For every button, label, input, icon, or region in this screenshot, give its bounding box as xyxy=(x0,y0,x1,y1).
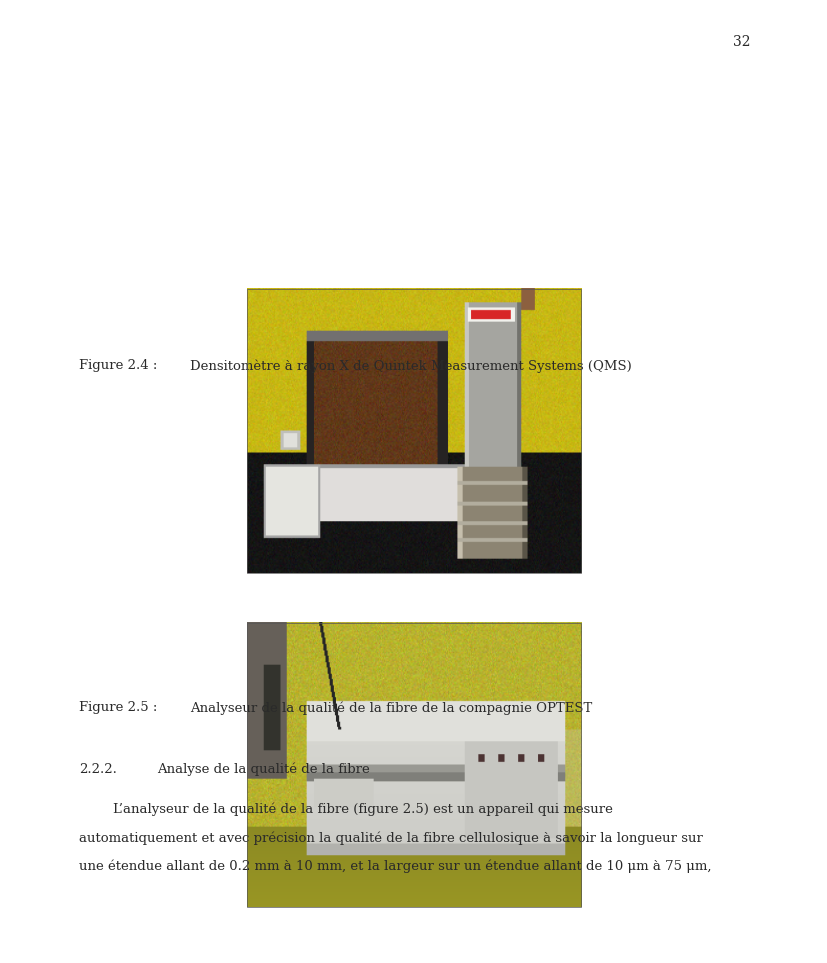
Text: 2.2.2.: 2.2.2. xyxy=(79,763,117,775)
Text: une étendue allant de 0.2 mm à 10 mm, et la largeur sur un étendue allant de 10 : une étendue allant de 0.2 mm à 10 mm, et… xyxy=(79,860,710,873)
Text: Densitomètre à rayon X de Quintek Measurement Systems (QMS): Densitomètre à rayon X de Quintek Measur… xyxy=(190,359,632,373)
Text: Figure 2.5 :: Figure 2.5 : xyxy=(79,701,157,714)
Text: Analyse de la qualité de la fibre: Analyse de la qualité de la fibre xyxy=(157,763,370,776)
Bar xyxy=(246,289,581,573)
Text: Figure 2.4 :: Figure 2.4 : xyxy=(79,359,157,372)
Text: 32: 32 xyxy=(732,35,749,49)
Bar xyxy=(246,623,581,907)
Text: L’analyseur de la qualité de la fibre (figure 2.5) est un appareil qui mesure: L’analyseur de la qualité de la fibre (f… xyxy=(79,802,612,816)
Text: automatiquement et avec précision la qualité de la fibre cellulosique à savoir l: automatiquement et avec précision la qua… xyxy=(79,831,701,845)
Text: Analyseur de la qualité de la fibre de la compagnie OPTEST: Analyseur de la qualité de la fibre de l… xyxy=(190,701,592,715)
